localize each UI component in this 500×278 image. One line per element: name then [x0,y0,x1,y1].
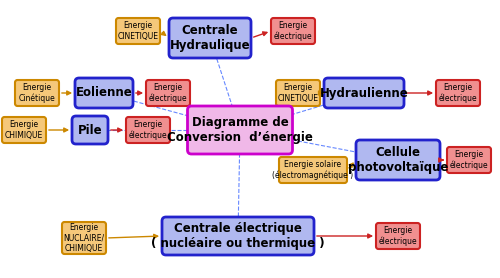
FancyBboxPatch shape [146,80,190,106]
Text: Energie solaire
(électromagnétique ): Energie solaire (électromagnétique ) [272,160,353,180]
FancyBboxPatch shape [72,116,108,144]
FancyBboxPatch shape [169,18,251,58]
FancyBboxPatch shape [162,217,314,255]
Text: Energie
NUCLAIRE/
CHIMIQUE: Energie NUCLAIRE/ CHIMIQUE [64,223,104,253]
Text: Diagramme de
Conversion  d’énergie: Diagramme de Conversion d’énergie [167,116,313,144]
Text: Centrale
Hydraulique: Centrale Hydraulique [170,24,250,52]
Text: Energie
électrique: Energie électrique [148,83,188,103]
Text: Energie
électrique: Energie électrique [128,120,168,140]
FancyBboxPatch shape [126,117,170,143]
Text: Energie
électrique: Energie électrique [274,21,312,41]
Text: Energie
électrique: Energie électrique [378,226,418,246]
FancyBboxPatch shape [276,80,320,106]
FancyBboxPatch shape [436,80,480,106]
Text: Energie
électrique: Energie électrique [450,150,488,170]
FancyBboxPatch shape [376,223,420,249]
Text: Energie
CINETIQUE: Energie CINETIQUE [278,83,318,103]
FancyBboxPatch shape [271,18,315,44]
Text: Energie
électrique: Energie électrique [438,83,478,103]
Text: Energie
CHIMIQUE: Energie CHIMIQUE [5,120,43,140]
Text: Centrale électrique
( nucléaire ou thermique ): Centrale électrique ( nucléaire ou therm… [151,222,325,250]
FancyBboxPatch shape [2,117,46,143]
FancyBboxPatch shape [116,18,160,44]
Text: Eolienne: Eolienne [76,86,132,100]
FancyBboxPatch shape [447,147,491,173]
FancyBboxPatch shape [356,140,440,180]
FancyBboxPatch shape [324,78,404,108]
FancyBboxPatch shape [279,157,347,183]
FancyBboxPatch shape [188,106,292,154]
FancyBboxPatch shape [15,80,59,106]
FancyBboxPatch shape [62,222,106,254]
Text: Cellule
photovoltaïque: Cellule photovoltaïque [348,146,448,174]
Text: Energie
Cinétique: Energie Cinétique [18,83,56,103]
Text: Hydraulienne: Hydraulienne [320,86,408,100]
FancyBboxPatch shape [75,78,133,108]
Text: Energie
CINETIQUE: Energie CINETIQUE [118,21,158,41]
Text: Pile: Pile [78,123,102,136]
